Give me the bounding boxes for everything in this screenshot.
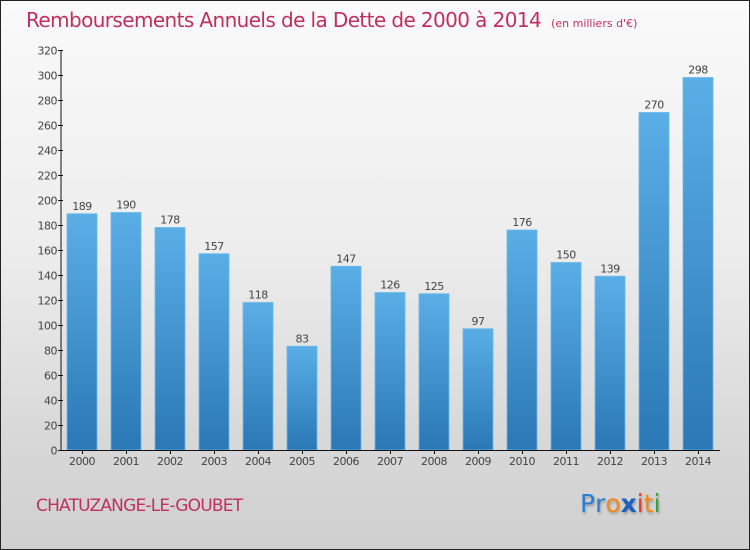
bar-value-label: 118 bbox=[248, 289, 268, 302]
bar-2004 bbox=[242, 302, 274, 451]
bar-2008 bbox=[418, 293, 450, 451]
y-tick-label: 40 bbox=[44, 395, 57, 408]
bar-2001 bbox=[110, 212, 142, 451]
bar-2000 bbox=[66, 213, 98, 451]
bar-2002 bbox=[154, 227, 186, 451]
x-tick-label: 2001 bbox=[113, 455, 139, 468]
logo-letter: i bbox=[653, 489, 661, 518]
y-tick-label: 280 bbox=[38, 95, 58, 108]
bar-2012 bbox=[594, 275, 626, 451]
chart-unit: (en milliers d'€) bbox=[551, 17, 638, 30]
y-tick-label: 80 bbox=[44, 345, 57, 358]
bar-value-label: 270 bbox=[644, 99, 664, 112]
y-tick-label: 300 bbox=[38, 70, 58, 83]
logo-letter: t bbox=[643, 489, 654, 518]
bar-value-label: 189 bbox=[72, 200, 92, 213]
y-tick-label: 320 bbox=[38, 45, 58, 58]
bar-2006 bbox=[330, 265, 362, 451]
bar-2014 bbox=[682, 77, 714, 451]
x-tick-label: 2004 bbox=[245, 455, 271, 468]
x-tick-label: 2013 bbox=[641, 455, 667, 468]
x-tick-label: 2008 bbox=[421, 455, 447, 468]
logo-letter: i bbox=[636, 489, 644, 518]
bar-2010 bbox=[506, 229, 538, 451]
bar-value-label: 178 bbox=[160, 214, 180, 227]
bar-value-label: 125 bbox=[424, 280, 444, 293]
bar-2003 bbox=[198, 253, 230, 451]
y-tick-label: 220 bbox=[38, 170, 58, 183]
y-tick-label: 240 bbox=[38, 145, 58, 158]
y-tick-label: 120 bbox=[38, 295, 58, 308]
x-tick-label: 2014 bbox=[685, 455, 711, 468]
bar-value-label: 83 bbox=[296, 332, 309, 345]
x-tick-label: 2006 bbox=[333, 455, 359, 468]
bars: 189 190 178 157 118 83 147 126 125 97 176 150 139 270… bbox=[66, 64, 714, 451]
bar-2005 bbox=[286, 345, 318, 451]
x-tick-label: 2005 bbox=[289, 455, 315, 468]
proxiti-logo[interactable]: Proxiti bbox=[580, 489, 661, 518]
y-tick-label: 180 bbox=[38, 220, 58, 233]
bar-2013 bbox=[638, 112, 670, 451]
logo-letter: x bbox=[620, 489, 637, 518]
logo-letter: r bbox=[595, 489, 606, 518]
bar-value-label: 157 bbox=[204, 240, 224, 253]
bar-2011 bbox=[550, 262, 582, 451]
y-tick-label: 200 bbox=[38, 195, 58, 208]
x-tick-label: 2007 bbox=[377, 455, 403, 468]
x-tick-label: 2000 bbox=[69, 455, 95, 468]
bar-value-label: 139 bbox=[600, 262, 620, 275]
y-tick-label: 140 bbox=[38, 270, 58, 283]
x-axis: 2000 2001 2002 2003 2004 2005 2006 2007 2008 2009… bbox=[58, 450, 720, 468]
y-tick-label: 60 bbox=[44, 370, 57, 383]
y-tick-label: 160 bbox=[38, 245, 58, 258]
chart-title: Remboursements Annuels de la Dette de 20… bbox=[26, 8, 637, 32]
y-tick-label: 100 bbox=[38, 320, 58, 333]
bar-value-label: 190 bbox=[116, 199, 136, 212]
bar-value-label: 298 bbox=[688, 64, 708, 77]
x-tick-label: 2012 bbox=[597, 455, 623, 468]
y-tick-label: 20 bbox=[44, 420, 57, 433]
y-tick-label: 260 bbox=[38, 120, 58, 133]
y-tick-label: 0 bbox=[51, 445, 58, 458]
y-axis: 0 20 40 60 80 100 120 140 160 180 200 220 240 260 280 3… bbox=[38, 45, 63, 458]
x-tick-label: 2011 bbox=[553, 455, 579, 468]
logo-letter: o bbox=[605, 489, 621, 518]
bar-2009 bbox=[462, 328, 494, 451]
x-tick-label: 2010 bbox=[509, 455, 535, 468]
x-tick-label: 2003 bbox=[201, 455, 227, 468]
commune-name: CHATUZANGE-LE-GOUBET bbox=[36, 496, 243, 516]
bar-2007 bbox=[374, 292, 406, 451]
chart-title-text: Remboursements Annuels de la Dette de 20… bbox=[26, 8, 542, 32]
bar-value-label: 126 bbox=[380, 279, 400, 292]
bar-value-label: 150 bbox=[556, 249, 576, 262]
logo-letter: P bbox=[580, 489, 596, 518]
x-tick-label: 2002 bbox=[157, 455, 183, 468]
x-tick-label: 2009 bbox=[465, 455, 491, 468]
bar-value-label: 97 bbox=[472, 315, 485, 328]
bar-value-label: 147 bbox=[336, 252, 356, 265]
bar-value-label: 176 bbox=[512, 216, 532, 229]
